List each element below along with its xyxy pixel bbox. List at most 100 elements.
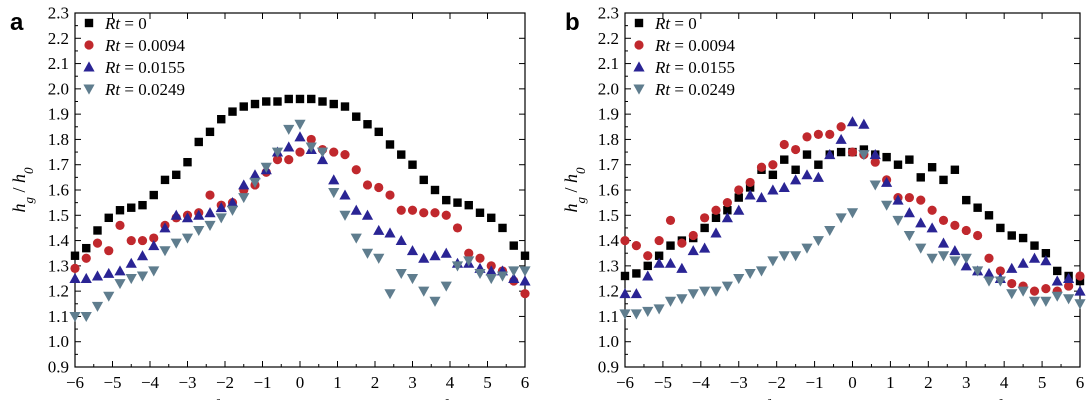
legend-marker bbox=[83, 61, 95, 72]
data-point bbox=[464, 200, 473, 210]
data-point bbox=[418, 286, 430, 297]
data-point bbox=[950, 165, 960, 174]
y-tick-label: 1.3 bbox=[48, 256, 69, 275]
y-tick-label: 1.7 bbox=[598, 155, 620, 174]
data-point bbox=[204, 220, 216, 231]
data-point bbox=[350, 204, 362, 215]
data-point bbox=[1028, 296, 1041, 307]
data-point bbox=[949, 256, 961, 267]
data-point bbox=[768, 160, 778, 170]
data-point bbox=[666, 241, 675, 250]
data-point bbox=[339, 189, 351, 200]
x-tick-label: 4 bbox=[446, 373, 455, 392]
data-point bbox=[939, 175, 948, 185]
data-point bbox=[721, 212, 733, 223]
data-point bbox=[745, 177, 755, 188]
data-point bbox=[318, 97, 327, 106]
data-point bbox=[294, 119, 306, 130]
data-point bbox=[373, 253, 385, 264]
data-point bbox=[407, 205, 418, 215]
data-point bbox=[1017, 286, 1029, 297]
data-point bbox=[80, 311, 92, 323]
y-tick-label: 1.9 bbox=[598, 105, 619, 124]
data-point bbox=[295, 147, 305, 157]
x-tick-label: −1 bbox=[806, 373, 824, 392]
data-point bbox=[519, 266, 531, 277]
data-point bbox=[352, 112, 361, 121]
data-point bbox=[859, 145, 869, 154]
data-point bbox=[892, 215, 904, 226]
data-point bbox=[768, 170, 778, 180]
data-point bbox=[711, 213, 721, 223]
y-tick-label: 1.8 bbox=[48, 130, 69, 149]
data-point bbox=[228, 107, 237, 116]
y-tick-label: 1.8 bbox=[598, 130, 619, 149]
data-point bbox=[710, 227, 722, 238]
data-point bbox=[881, 200, 893, 211]
x-tick-label: 3 bbox=[408, 373, 417, 392]
chart-panel-b: b 0.9 1.0 1.1 1.2 1.3 1.4 1.5 1.6 1.7 1.8 1.9 2.0 2.1… bbox=[561, 4, 1086, 405]
data-point bbox=[755, 266, 768, 277]
data-point bbox=[983, 276, 995, 287]
x-tick-label: 0 bbox=[848, 373, 857, 392]
ylabel: hg / h0 bbox=[9, 167, 36, 213]
data-point bbox=[272, 155, 283, 165]
data-point bbox=[452, 223, 463, 233]
series-3 bbox=[619, 150, 1086, 320]
data-point bbox=[927, 163, 937, 172]
x-tick-label: 0 bbox=[296, 373, 305, 392]
xlabel-x-over-d: x / D bbox=[286, 396, 321, 400]
data-point bbox=[812, 171, 824, 182]
data-point bbox=[687, 289, 699, 300]
x-tick-label: −4 bbox=[692, 373, 711, 392]
x-tick-label: −6 bbox=[616, 373, 634, 392]
x-tick-label: 2 bbox=[924, 373, 933, 392]
xlabel-pressure-surface: pressure surface bbox=[684, 396, 794, 400]
data-point bbox=[700, 213, 710, 223]
y-tick-label: 1.9 bbox=[48, 105, 69, 124]
data-point bbox=[487, 213, 496, 223]
data-point bbox=[984, 253, 994, 263]
data-point bbox=[440, 247, 452, 258]
x-tick-label: −2 bbox=[216, 373, 234, 392]
data-point bbox=[619, 309, 631, 320]
data-point bbox=[995, 266, 1005, 276]
data-point bbox=[395, 234, 407, 246]
x-tick-label: −3 bbox=[730, 373, 748, 392]
data-point bbox=[835, 213, 847, 224]
data-point bbox=[284, 155, 294, 165]
legend-label: Rt = 0.0249 bbox=[654, 80, 735, 99]
data-point bbox=[475, 208, 485, 217]
panel-letter: a bbox=[10, 9, 24, 36]
x-tick-label: −5 bbox=[654, 373, 672, 392]
data-point bbox=[451, 261, 464, 272]
legend-marker bbox=[633, 84, 645, 95]
data-point bbox=[687, 245, 699, 256]
data-point bbox=[362, 180, 373, 190]
y-tick-label: 2.2 bbox=[598, 29, 619, 48]
data-point bbox=[642, 270, 654, 281]
data-point bbox=[1006, 289, 1018, 300]
data-point bbox=[1018, 233, 1028, 243]
data-point bbox=[643, 251, 653, 261]
data-point bbox=[836, 147, 846, 157]
data-point bbox=[926, 222, 938, 233]
data-point bbox=[846, 116, 859, 127]
xlabel-suction-surface: suction surface bbox=[369, 396, 471, 400]
xlabel-x-over-d: x / D bbox=[839, 396, 874, 400]
data-point bbox=[328, 188, 340, 199]
data-point bbox=[249, 177, 261, 189]
data-point bbox=[960, 260, 972, 271]
data-point bbox=[114, 279, 126, 290]
x-tick-label: −2 bbox=[768, 373, 786, 392]
data-point bbox=[767, 184, 779, 195]
legend-marker bbox=[84, 40, 94, 50]
legend-label: Rt = 0.0094 bbox=[654, 36, 735, 55]
data-point bbox=[384, 227, 396, 238]
data-point bbox=[1053, 266, 1062, 276]
y-tick-label: 1.1 bbox=[598, 307, 619, 326]
data-point bbox=[1017, 257, 1029, 268]
data-point bbox=[654, 251, 664, 260]
data-point bbox=[114, 265, 126, 276]
data-point bbox=[903, 207, 915, 218]
